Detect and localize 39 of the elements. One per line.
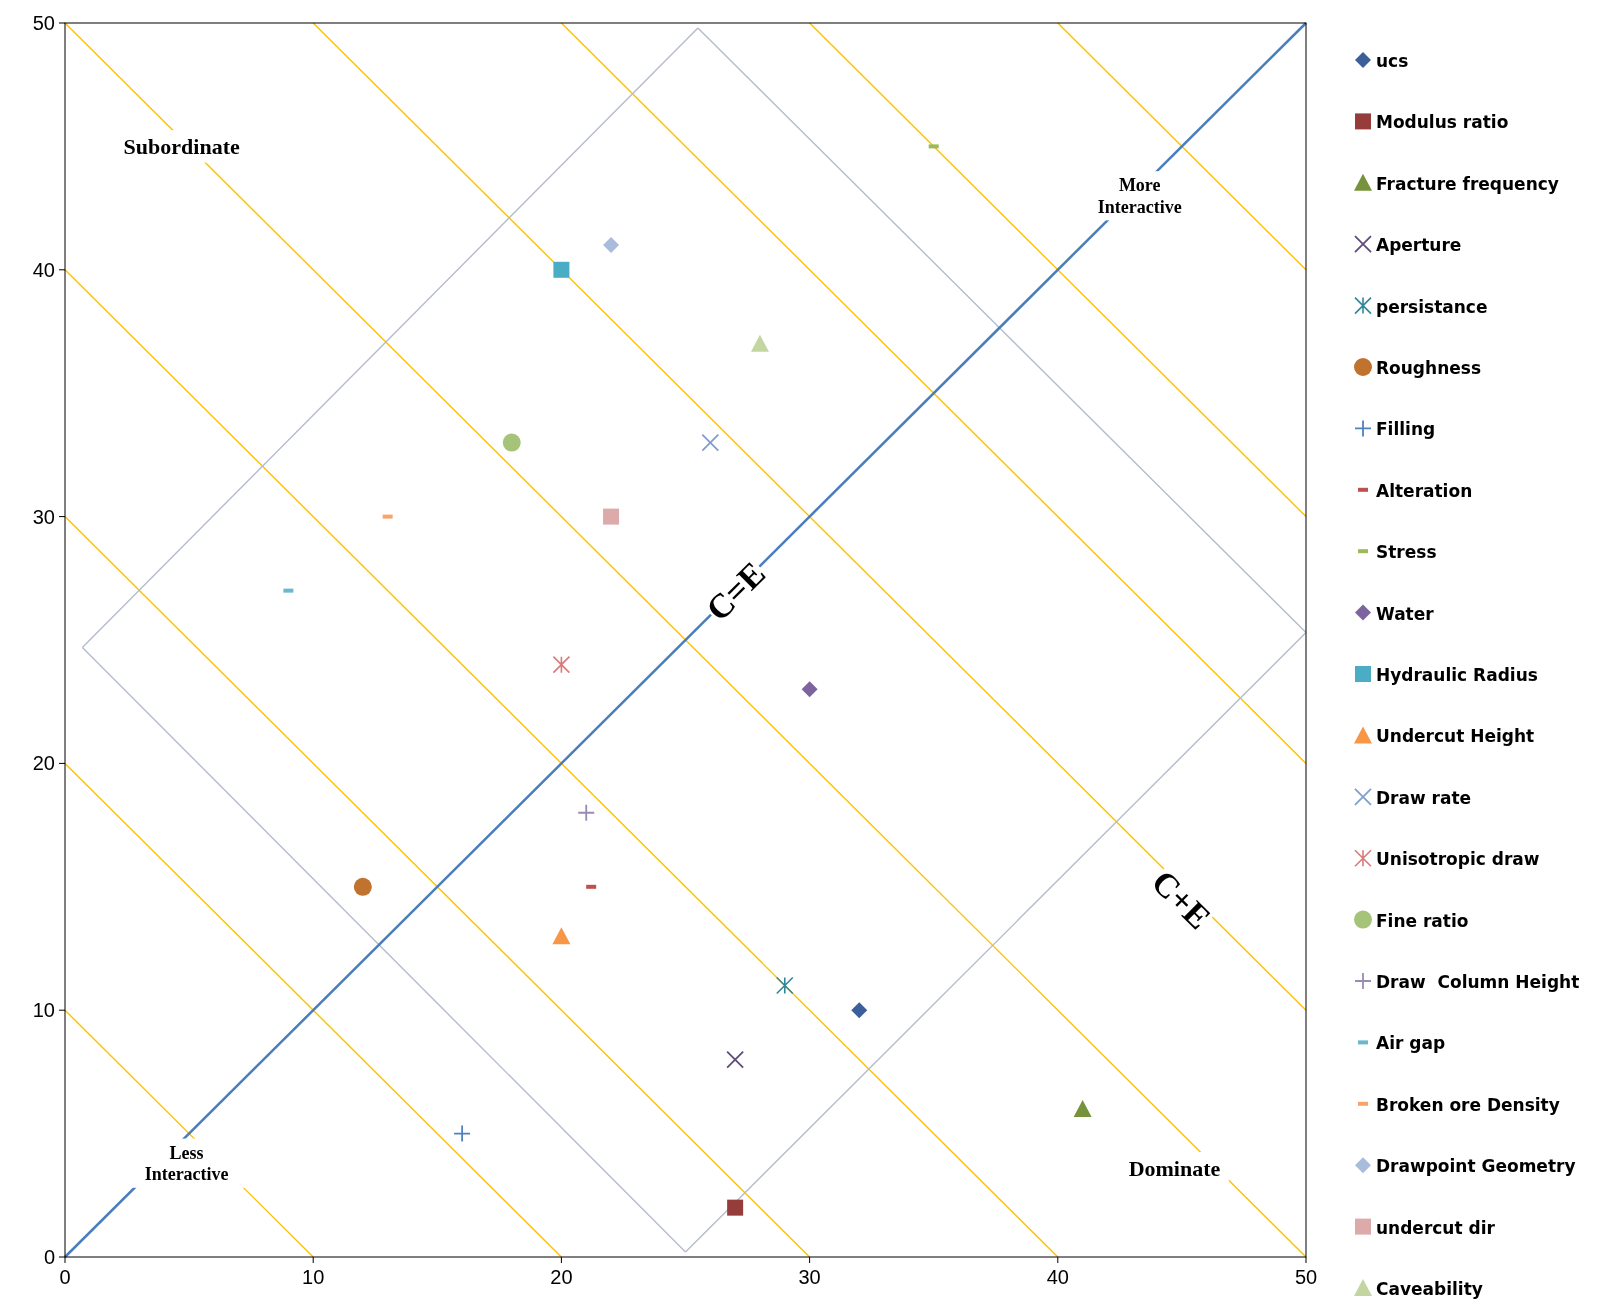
x-tick-label: 20 bbox=[550, 1266, 573, 1288]
legend-label: Hydraulic Radius bbox=[1376, 665, 1538, 685]
legend-label: persistance bbox=[1376, 296, 1488, 317]
legend-label: Undercut Height bbox=[1376, 726, 1535, 747]
y-tick-label: 10 bbox=[32, 999, 55, 1022]
annotation: Less Interactive bbox=[144, 1142, 229, 1185]
legend-label: Filling bbox=[1376, 419, 1436, 440]
legend-label: undercut dir bbox=[1376, 1217, 1496, 1238]
legend-label: Modulus ratio bbox=[1376, 112, 1509, 133]
legend-label: Drawpoint Geometry bbox=[1376, 1156, 1576, 1177]
x-tick-label: 40 bbox=[1046, 1266, 1069, 1288]
annotation: Subordinate bbox=[123, 134, 240, 160]
legend-label: Broken ore Density bbox=[1376, 1094, 1560, 1115]
x-tick-label: 0 bbox=[59, 1266, 71, 1288]
legend-label: Fracture frequency bbox=[1376, 173, 1559, 194]
legend-label: Fine ratio bbox=[1376, 910, 1469, 931]
legend-label: Water bbox=[1376, 603, 1435, 624]
annotation: C+E bbox=[1144, 863, 1219, 937]
annotation: More Interactive bbox=[1097, 175, 1182, 218]
x-tick-label: 10 bbox=[302, 1266, 325, 1288]
legend-label: Alteration bbox=[1376, 480, 1473, 501]
legend-label: Stress bbox=[1376, 542, 1437, 563]
annotation: Dominate bbox=[1128, 1156, 1221, 1182]
legend-label: Caveability bbox=[1376, 1279, 1483, 1299]
legend-label: Draw rate bbox=[1376, 787, 1472, 808]
legend-label: Unisotropic draw bbox=[1376, 849, 1540, 870]
legend-label: Aperture bbox=[1376, 235, 1462, 256]
y-tick-label: 30 bbox=[32, 505, 55, 528]
y-tick-label: 20 bbox=[32, 752, 55, 775]
x-tick-label: 50 bbox=[1294, 1266, 1318, 1288]
annotation: C=E bbox=[699, 554, 773, 628]
legend-label: ucs bbox=[1376, 51, 1409, 71]
y-tick-label: 50 bbox=[32, 12, 55, 34]
y-tick-label: 40 bbox=[32, 258, 55, 281]
x-tick-label: 30 bbox=[798, 1266, 821, 1288]
legend-label: Air gap bbox=[1376, 1033, 1446, 1054]
y-tick-label: 0 bbox=[43, 1246, 55, 1268]
legend-label: Draw Column Height bbox=[1376, 972, 1580, 992]
legend-label: Roughness bbox=[1376, 358, 1482, 378]
